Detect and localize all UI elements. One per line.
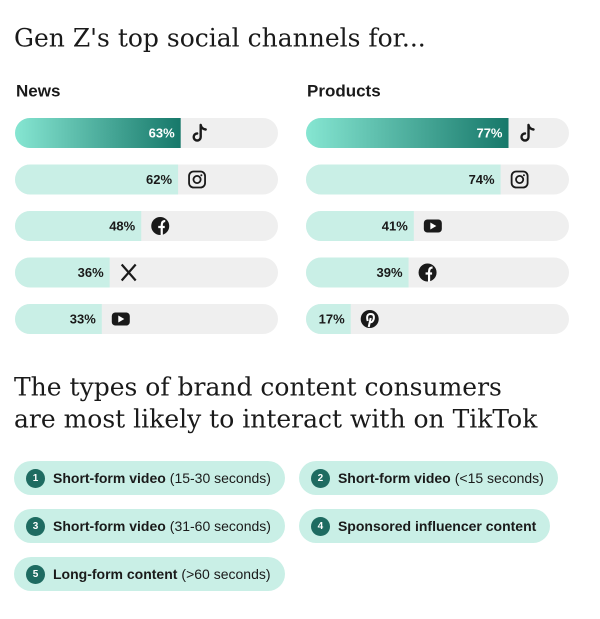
value-label: 41% <box>382 218 408 233</box>
value-label: 62% <box>146 172 172 187</box>
rank-badge: 3 <box>26 516 45 536</box>
glyph <box>515 175 525 184</box>
icon-pinterest <box>360 310 379 328</box>
bar <box>15 118 181 148</box>
value-label: 74% <box>469 172 495 187</box>
glyph <box>200 174 203 177</box>
icon-youtube <box>111 312 130 326</box>
panel-title: News <box>16 81 60 100</box>
glyph <box>522 174 525 177</box>
item-label: Sponsored influencer content <box>337 518 537 534</box>
bar <box>15 304 102 334</box>
bar <box>306 118 509 148</box>
glyph <box>120 263 137 282</box>
content-item: 5 Long-form content (>60 seconds) <box>14 557 285 591</box>
value-label: 39% <box>377 265 403 280</box>
item-label: Short-form video <box>53 470 166 486</box>
glyph <box>118 315 125 323</box>
section-heading: The types of brand content consumers <box>14 373 502 402</box>
icon-tiktok <box>192 123 207 142</box>
item-detail: (31-60 seconds) <box>169 518 271 534</box>
item-detail: (>60 seconds) <box>181 566 271 582</box>
bar <box>306 257 409 288</box>
bar <box>306 164 501 195</box>
page-title: Gen Z's top social channels for... <box>14 24 426 53</box>
content-item: 2 Short-form video (<15 seconds) <box>298 461 558 495</box>
rank-badge: 5 <box>26 564 45 584</box>
value-label: 48% <box>109 218 135 233</box>
value-label: 33% <box>70 311 96 326</box>
item-label: Long-form content <box>53 566 178 582</box>
item-label: Short-form video <box>337 470 451 486</box>
icon-youtube <box>423 219 442 233</box>
item-detail: (<15 seconds) <box>454 470 544 486</box>
value-label: 63% <box>149 125 175 140</box>
bar <box>306 211 414 241</box>
value-label: 36% <box>78 265 104 280</box>
icon-instagram <box>188 170 206 189</box>
content-item: 4 Sponsored influencer content <box>298 509 551 543</box>
glyph <box>425 266 433 282</box>
bar <box>15 164 179 195</box>
icon-facebook <box>151 217 170 235</box>
glyph <box>366 312 375 328</box>
content-item: 3 Short-form video (31-60 seconds) <box>14 509 285 543</box>
glyph <box>192 123 207 142</box>
glyph <box>510 170 529 189</box>
glyph <box>192 175 202 184</box>
glyph <box>520 123 535 142</box>
rank-badge: 1 <box>26 468 45 488</box>
rank-badge: 2 <box>310 468 330 488</box>
bar <box>15 257 110 288</box>
icon-x <box>120 263 137 282</box>
panel-title: Products <box>307 81 381 100</box>
section-heading: are most likely to interact with on TikT… <box>14 405 538 434</box>
item-label: Short-form video <box>53 518 166 534</box>
icon-tiktok <box>520 123 535 142</box>
content-item: 1 Short-form video (15-30 seconds) <box>14 461 285 495</box>
glyph <box>430 222 437 230</box>
bar <box>15 211 142 241</box>
rank-badge: 4 <box>310 516 330 536</box>
glyph <box>158 219 166 235</box>
value-label: 17% <box>319 311 345 326</box>
item-detail: (15-30 seconds) <box>169 470 271 486</box>
icon-instagram <box>510 170 529 189</box>
value-label: 77% <box>476 125 502 140</box>
glyph <box>188 170 206 189</box>
content-list: 1 Short-form video (15-30 seconds) 2 Short-f… <box>14 461 586 591</box>
bar <box>306 304 351 334</box>
icon-facebook <box>418 263 437 282</box>
